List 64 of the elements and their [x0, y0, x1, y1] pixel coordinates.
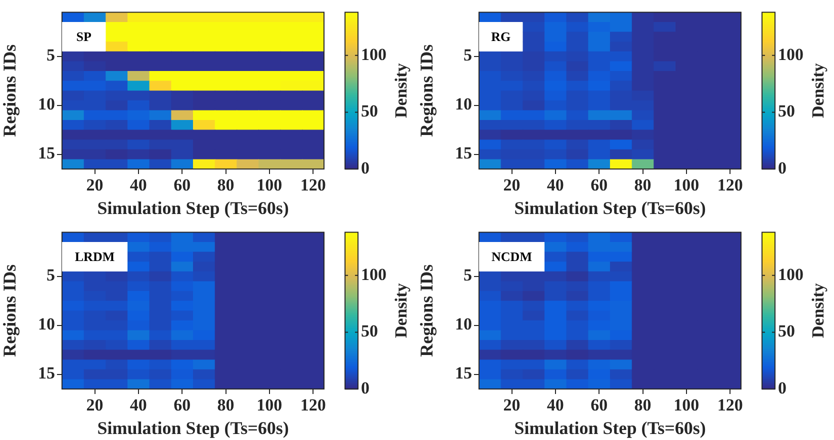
- color-bar-label: 100: [778, 44, 804, 64]
- color-bar-title: Density: [391, 62, 410, 118]
- color-bar-label: 0: [778, 158, 786, 178]
- x-tick-label: 60: [590, 396, 608, 415]
- x-tick-label: 40: [546, 176, 564, 195]
- color-bar-label: 50: [778, 102, 795, 121]
- y-tick-label: 15: [38, 364, 55, 383]
- x-tick-label: 80: [217, 176, 234, 195]
- x-tick-label: 120: [717, 176, 743, 195]
- x-tick-label: 60: [174, 396, 191, 415]
- color-bar-label: 50: [778, 322, 795, 341]
- annotation: LRDM: [74, 249, 115, 264]
- x-tick-label: 120: [300, 396, 326, 415]
- y-tick-label: 5: [464, 266, 472, 285]
- x-tick-label: 40: [130, 176, 147, 195]
- y-tick-label: 15: [38, 144, 55, 163]
- y-axis-title: Regions IDs: [416, 264, 436, 357]
- x-tick-label: 120: [300, 176, 326, 195]
- color-bar-label: 0: [361, 158, 370, 178]
- x-tick-label: 60: [590, 176, 608, 195]
- color-bar-label: 0: [361, 378, 370, 398]
- y-axis-title: Regions IDs: [416, 44, 436, 137]
- x-axis-title: Simulation Step (Ts=60s): [97, 198, 289, 218]
- color-bar-label: 100: [778, 264, 804, 284]
- color-bar-title: Density: [808, 282, 828, 338]
- x-tick-label: 80: [634, 176, 652, 195]
- x-tick-label: 20: [86, 396, 104, 415]
- color-bar-label: 50: [361, 102, 378, 121]
- x-tick-label: 80: [217, 396, 234, 415]
- y-axis-title: Regions IDs: [0, 264, 20, 357]
- x-axis-title: Simulation Step (Ts=60s): [514, 418, 706, 438]
- y-tick-label: 5: [464, 46, 472, 65]
- y-tick-label: 5: [46, 266, 55, 285]
- color-bar-title: Density: [808, 62, 828, 118]
- y-tick-label: 10: [38, 94, 55, 114]
- x-tick-label: 120: [717, 396, 743, 415]
- y-tick-label: 5: [46, 46, 55, 65]
- annotation: NCDM: [492, 249, 532, 264]
- x-tick-label: 20: [86, 176, 104, 195]
- x-tick-label: 100: [674, 176, 700, 195]
- annotation: RG: [491, 29, 511, 44]
- y-tick-label: 15: [455, 144, 472, 163]
- y-tick-label: 10: [38, 314, 55, 334]
- y-tick-label: 15: [455, 364, 472, 383]
- y-tick-label: 10: [455, 314, 472, 334]
- color-bar-title: Density: [391, 282, 410, 338]
- color-bar-label: 100: [361, 264, 386, 284]
- x-tick-label: 40: [130, 396, 147, 415]
- x-tick-label: 60: [174, 176, 191, 195]
- x-axis-title: Simulation Step (Ts=60s): [97, 418, 289, 438]
- annotation: SP: [76, 29, 92, 44]
- x-tick-label: 100: [674, 396, 700, 415]
- x-tick-label: 20: [503, 396, 520, 415]
- y-tick-label: 10: [455, 94, 472, 114]
- x-tick-label: 100: [256, 176, 282, 195]
- color-bar-label: 50: [361, 322, 378, 341]
- x-axis-title: Simulation Step (Ts=60s): [514, 198, 706, 218]
- y-axis-title: Regions IDs: [0, 44, 20, 137]
- x-tick-label: 20: [503, 176, 520, 195]
- x-tick-label: 100: [256, 396, 282, 415]
- x-tick-label: 40: [546, 396, 564, 415]
- color-bar-label: 0: [778, 378, 786, 398]
- color-bar-label: 100: [361, 44, 386, 64]
- x-tick-label: 80: [634, 396, 652, 415]
